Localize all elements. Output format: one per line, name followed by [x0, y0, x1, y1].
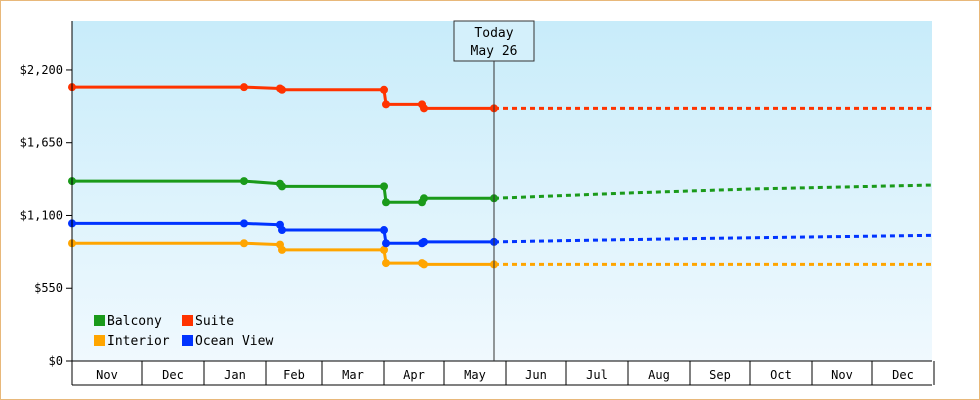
- data-point[interactable]: [240, 239, 248, 248]
- legend-swatch: [182, 335, 193, 346]
- x-tick-label: Nov: [96, 368, 118, 382]
- x-tick-label: Jan: [224, 368, 246, 382]
- data-point[interactable]: [420, 194, 428, 203]
- plot-area: [72, 21, 932, 361]
- data-point[interactable]: [420, 260, 428, 269]
- legend-swatch: [182, 315, 193, 326]
- today-marker: Today May 26: [453, 20, 535, 361]
- x-tick-label: Nov: [831, 368, 853, 382]
- data-point[interactable]: [380, 226, 388, 235]
- axes-layer: $0 $550 $1,100 $1,650 $2,200 Nov Dec Jan Feb Mar A…: [20, 21, 935, 386]
- legend-label[interactable]: Balcony: [107, 314, 162, 329]
- data-point[interactable]: [278, 182, 286, 191]
- legend: Balcony Suite Interior Ocean View: [94, 314, 273, 349]
- data-point[interactable]: [382, 198, 390, 207]
- data-point[interactable]: [240, 177, 248, 186]
- data-point[interactable]: [380, 182, 388, 191]
- data-point[interactable]: [382, 100, 390, 109]
- forecast-line-ocean-view: [493, 233, 933, 244]
- y-tick-label: $0: [49, 354, 63, 368]
- x-tick-label: Mar: [342, 368, 364, 382]
- y-tick-label: $550: [34, 281, 63, 295]
- data-point[interactable]: [240, 83, 248, 92]
- data-point[interactable]: [420, 104, 428, 113]
- x-tick-label: Dec: [162, 368, 184, 382]
- y-tick-label: $2,200: [20, 63, 63, 77]
- x-tick-label: Jun: [525, 368, 547, 382]
- legend-swatch: [94, 315, 105, 326]
- series-layer: [68, 83, 933, 269]
- today-date: May 26: [471, 44, 518, 59]
- data-point[interactable]: [420, 237, 428, 246]
- data-point[interactable]: [278, 226, 286, 235]
- x-tick-label: Dec: [892, 368, 914, 382]
- legend-label[interactable]: Ocean View: [195, 334, 273, 349]
- x-tick-label: Aug: [648, 368, 670, 382]
- x-tick-label: Apr: [403, 368, 425, 382]
- legend-swatch: [94, 335, 105, 346]
- legend-label[interactable]: Suite: [195, 314, 234, 329]
- forecast-line-balcony: [493, 183, 933, 200]
- x-tick-label: May: [464, 368, 486, 382]
- legend-label[interactable]: Interior: [107, 334, 170, 349]
- today-label: Today: [474, 26, 513, 41]
- data-point[interactable]: [380, 245, 388, 254]
- x-tick-label: Sep: [709, 368, 731, 382]
- x-tick-label: Jul: [586, 368, 608, 382]
- data-point[interactable]: [240, 219, 248, 228]
- data-point[interactable]: [382, 239, 390, 248]
- data-point[interactable]: [278, 85, 286, 94]
- y-tick-label: $1,650: [20, 136, 63, 150]
- y-tick-label: $1,100: [20, 208, 63, 222]
- today-box: [453, 20, 535, 62]
- x-tick-label: Oct: [770, 368, 792, 382]
- data-point[interactable]: [382, 259, 390, 268]
- data-point[interactable]: [278, 245, 286, 254]
- data-point[interactable]: [380, 85, 388, 94]
- x-tick-label: Feb: [283, 368, 305, 382]
